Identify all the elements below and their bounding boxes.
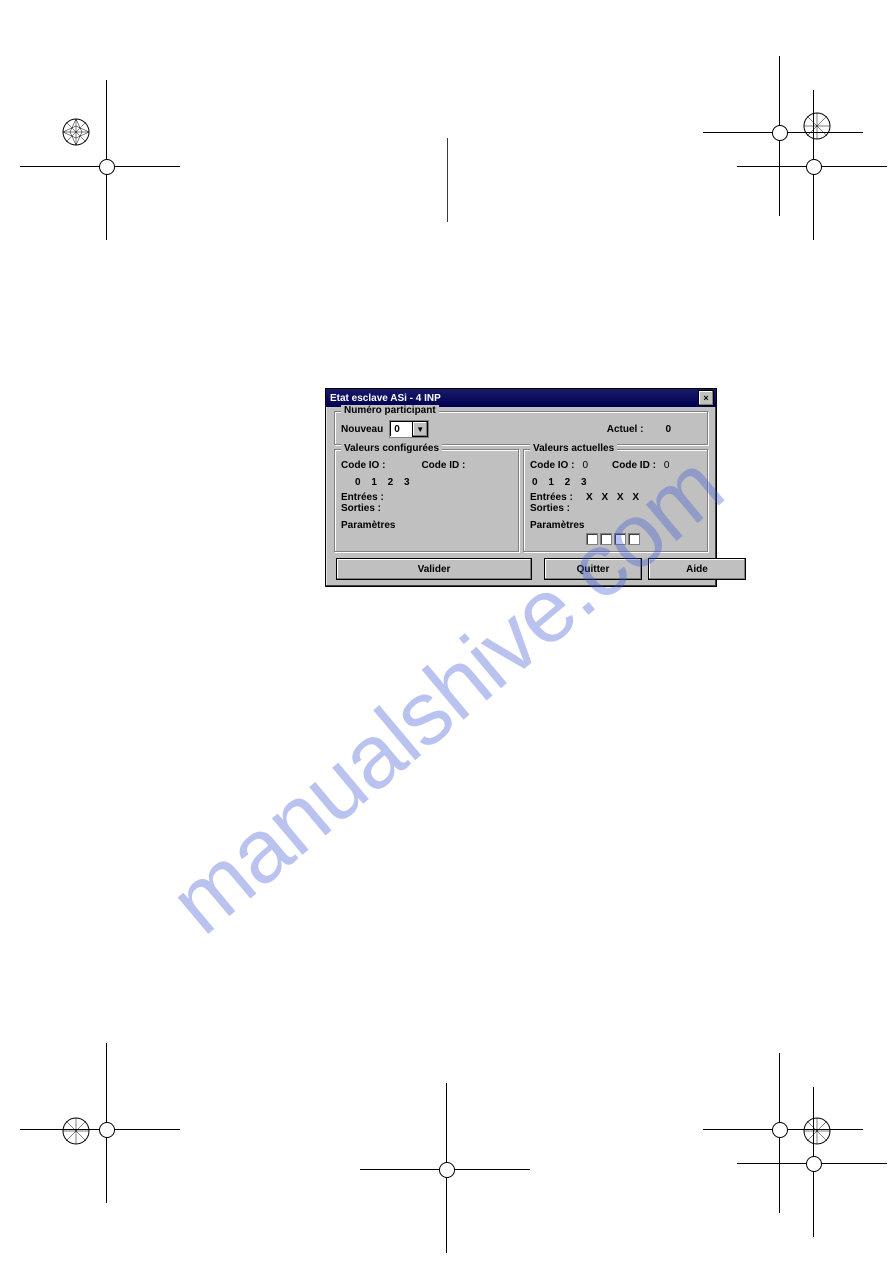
sorties-label: Sorties : (530, 503, 586, 514)
actuel-label: Actuel : (607, 424, 644, 435)
parametres-label: Paramètres (341, 520, 397, 531)
actuel-value: 0 (665, 424, 701, 435)
codeid-value: 0 (664, 460, 670, 471)
nouveau-label: Nouveau (341, 424, 383, 435)
regmark-icon (60, 1115, 92, 1147)
aide-label: Aide (686, 564, 708, 575)
configured-legend: Valeurs configurées (341, 443, 442, 454)
quitter-label: Quitter (577, 564, 610, 575)
parametres-label: Paramètres (530, 520, 586, 531)
regmark-icon (801, 1115, 833, 1147)
entrees-label: Entrées : (341, 492, 397, 503)
codeio-value: 0 (582, 460, 588, 471)
nouveau-value: 0 (394, 424, 400, 435)
param-bit-3[interactable] (628, 533, 640, 545)
quitter-button[interactable]: Quitter (544, 558, 642, 580)
dialog-button-row: Valider Quitter Aide (334, 558, 708, 580)
parameter-bit-boxes (530, 533, 701, 545)
bit-numbers: 0 1 2 3 (530, 473, 701, 492)
param-bit-1[interactable] (600, 533, 612, 545)
asi-slave-state-dialog: Etat esclave ASi - 4 INP × Numéro partic… (325, 388, 717, 587)
sorties-label: Sorties : (341, 503, 397, 514)
actual-values-groupbox: Valeurs actuelles Code IO : 0 Code ID : … (523, 449, 708, 552)
codeid-label: Code ID : (421, 460, 465, 471)
chevron-down-icon: ▼ (412, 421, 428, 437)
configured-values-groupbox: Valeurs configurées Code IO : Code ID : … (334, 449, 519, 552)
codeio-label: Code IO : (341, 460, 385, 471)
param-bit-0[interactable] (586, 533, 598, 545)
regmark-icon (801, 110, 833, 142)
participant-groupbox: Numéro participant Nouveau 0 ▼ Actuel : … (334, 411, 708, 445)
close-button[interactable]: × (698, 390, 714, 406)
codeio-label: Code IO : (530, 460, 574, 471)
aide-button[interactable]: Aide (648, 558, 746, 580)
document-page: Etat esclave ASi - 4 INP × Numéro partic… (0, 0, 893, 1263)
dialog-body: Numéro participant Nouveau 0 ▼ Actuel : … (326, 407, 716, 586)
regmark-icon (60, 116, 92, 148)
center-divider (447, 138, 448, 222)
nouveau-dropdown[interactable]: 0 ▼ (389, 420, 429, 438)
entrees-label: Entrées : (530, 492, 586, 503)
param-bit-2[interactable] (614, 533, 626, 545)
values-columns: Valeurs configurées Code IO : Code ID : … (334, 449, 708, 552)
codeid-label: Code ID : (612, 460, 656, 471)
participant-legend: Numéro participant (341, 405, 439, 416)
valider-label: Valider (418, 564, 451, 575)
bit-numbers: 0 1 2 3 (341, 473, 512, 492)
valider-button[interactable]: Valider (336, 558, 532, 580)
dialog-title: Etat esclave ASi - 4 INP (330, 393, 441, 404)
close-icon: × (703, 394, 708, 403)
entrees-value: X X X X (586, 492, 642, 503)
actual-legend: Valeurs actuelles (530, 443, 617, 454)
